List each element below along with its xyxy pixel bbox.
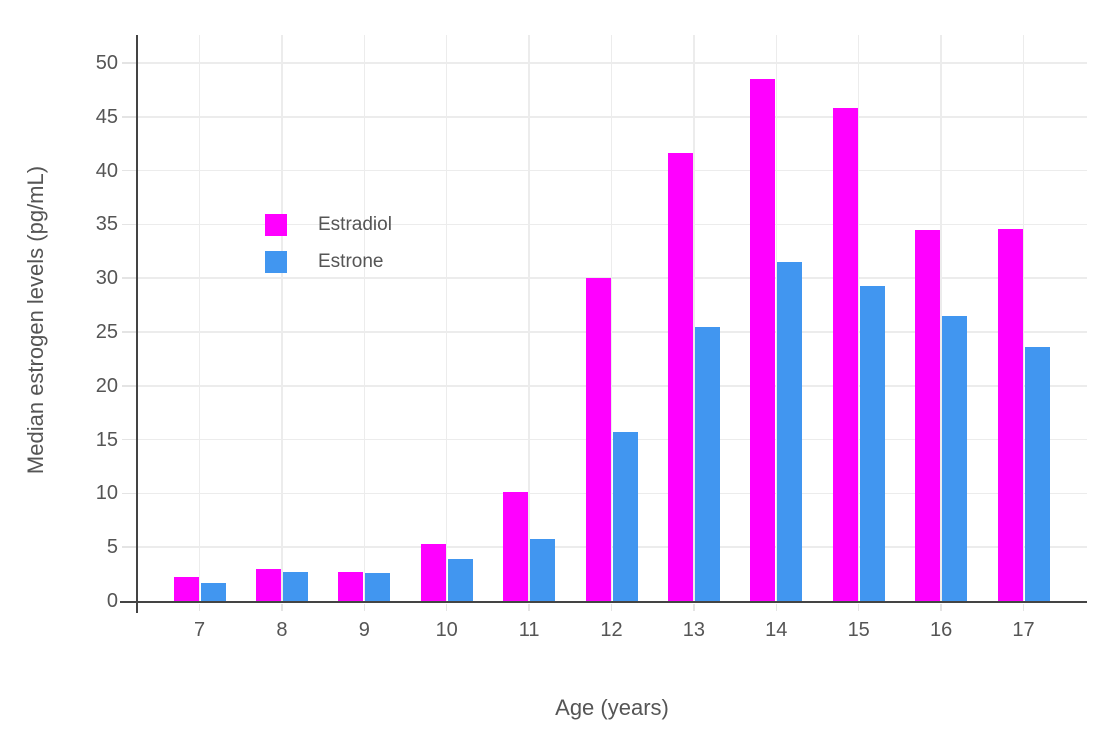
y-tick-mark-30	[122, 277, 136, 279]
x-tick-label-17: 17	[1012, 619, 1035, 641]
bar-estrone-age-7[interactable]	[200, 582, 226, 601]
legend-swatch-estrone	[265, 251, 287, 273]
bar-estrone-age-14[interactable]	[777, 262, 803, 601]
bar-estrone-age-16[interactable]	[942, 315, 968, 601]
x-tick-label-9: 9	[358, 619, 370, 641]
y-tick-mark-10	[122, 492, 136, 495]
legend-label-estradiol: Estradiol	[318, 214, 392, 235]
x-tick-mark-13	[693, 604, 695, 611]
y-tick-mark-25	[122, 331, 136, 333]
x-tick-mark-8	[281, 604, 283, 611]
y-tick-label-50: 50	[95, 51, 118, 74]
bar-estradiol-age-13[interactable]	[667, 153, 693, 601]
bar-estrone-age-17[interactable]	[1024, 347, 1050, 601]
bar-estradiol-age-16[interactable]	[915, 229, 941, 601]
y-tick-label-0: 0	[106, 590, 118, 612]
x-tick-label-7: 7	[193, 619, 206, 641]
y-tick-label-15: 15	[95, 428, 118, 451]
y-tick-label-35: 35	[95, 213, 118, 236]
x-gridline-16	[940, 35, 942, 601]
bar-estrone-age-8[interactable]	[282, 571, 308, 601]
y-axis-title: Median estrogen levels (pg/mL)	[23, 165, 48, 475]
x-tick-mark-10	[445, 604, 448, 611]
x-gridline-14	[775, 35, 778, 601]
x-gridline-13	[693, 35, 695, 601]
x-tick-mark-7	[198, 604, 201, 611]
x-tick-mark-11	[528, 604, 530, 611]
x-tick-label-12: 12	[600, 619, 623, 641]
x-tick-label-15: 15	[847, 619, 870, 641]
x-tick-label-11: 11	[518, 619, 540, 641]
x-axis-line	[120, 600, 1087, 603]
y-tick-mark-20	[122, 384, 136, 387]
y-tick-label-30: 30	[95, 267, 118, 290]
bar-estradiol-age-10[interactable]	[420, 543, 446, 601]
x-tick-label-10: 10	[435, 619, 458, 641]
x-gridline-11	[528, 35, 530, 601]
bar-estradiol-age-7[interactable]	[173, 577, 199, 601]
bar-estrone-age-15[interactable]	[859, 285, 885, 601]
bar-estrone-age-12[interactable]	[612, 432, 638, 601]
bar-estradiol-age-17[interactable]	[997, 228, 1023, 601]
legend-swatch-estradiol	[265, 214, 287, 236]
x-tick-label-16: 16	[929, 619, 953, 641]
bar-estradiol-age-8[interactable]	[255, 568, 281, 601]
x-gridline-9	[363, 35, 366, 601]
x-tick-mark-17	[1022, 604, 1025, 611]
legend-item-estradiol[interactable]: Estradiol	[265, 214, 392, 236]
legend-item-estrone[interactable]: Estrone	[265, 251, 392, 273]
y-tick-mark-45	[122, 115, 136, 118]
y-tick-mark-15	[122, 438, 136, 441]
y-tick-label-10: 10	[95, 482, 118, 505]
legend-label-estrone: Estrone	[318, 251, 384, 272]
bar-estrone-age-9[interactable]	[365, 573, 391, 601]
y-tick-mark-35	[122, 223, 136, 226]
x-gridline-15	[857, 35, 860, 601]
x-gridline-10	[445, 35, 448, 601]
y-tick-mark-40	[122, 169, 136, 172]
x-tick-mark-9	[363, 604, 366, 611]
x-gridline-8	[281, 35, 283, 601]
y-tick-mark-50	[122, 62, 136, 64]
x-axis-title: Age (years)	[555, 695, 669, 720]
bar-estradiol-age-14[interactable]	[750, 79, 776, 601]
y-axis-line	[135, 35, 138, 613]
bar-estradiol-age-9[interactable]	[338, 571, 364, 601]
x-gridline-12	[610, 35, 613, 601]
bar-estrone-age-13[interactable]	[694, 326, 720, 601]
y-tick-label-45: 45	[95, 105, 118, 128]
bar-estradiol-age-12[interactable]	[585, 278, 611, 601]
bar-estradiol-age-11[interactable]	[503, 492, 529, 601]
bar-estrone-age-11[interactable]	[530, 538, 556, 601]
x-gridline-17	[1022, 35, 1025, 601]
x-gridline-7	[198, 35, 201, 601]
bar-estrone-age-10[interactable]	[447, 559, 473, 601]
x-tick-label-8: 8	[276, 619, 288, 641]
x-tick-mark-16	[940, 604, 942, 611]
y-tick-label-40: 40	[95, 159, 118, 182]
x-tick-mark-12	[610, 604, 613, 611]
x-tick-label-14: 14	[765, 619, 788, 641]
y-tick-label-20: 20	[95, 374, 118, 397]
x-tick-mark-15	[857, 604, 860, 611]
y-tick-mark-5	[122, 546, 136, 548]
y-tick-label-5: 5	[106, 536, 118, 559]
x-tick-mark-14	[775, 604, 778, 611]
bar-estradiol-age-15[interactable]	[832, 108, 858, 601]
y-tick-label-25: 25	[95, 320, 118, 343]
x-tick-label-13: 13	[682, 619, 706, 641]
legend: Estradiol Estrone	[265, 214, 392, 288]
